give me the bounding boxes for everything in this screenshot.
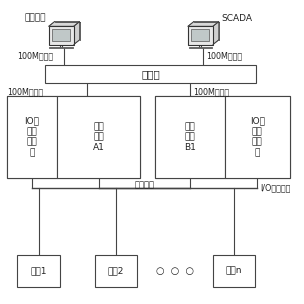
Bar bbox=[188, 47, 212, 48]
Text: 主控
制器
A1: 主控 制器 A1 bbox=[93, 122, 105, 152]
Text: 100M以太网: 100M以太网 bbox=[17, 52, 54, 61]
Text: 100M以太网: 100M以太网 bbox=[206, 52, 243, 61]
Text: IO通
信处
理模
件: IO通 信处 理模 件 bbox=[25, 117, 40, 157]
Text: 卡件1: 卡件1 bbox=[30, 266, 47, 275]
Bar bbox=[52, 29, 70, 40]
Text: 工程帅站: 工程帅站 bbox=[25, 13, 46, 22]
Polygon shape bbox=[188, 22, 219, 26]
Polygon shape bbox=[74, 22, 80, 45]
Bar bbox=[188, 26, 213, 45]
Bar bbox=[45, 65, 256, 83]
Bar bbox=[49, 47, 73, 48]
Text: 卡件n: 卡件n bbox=[226, 266, 242, 275]
Bar bbox=[192, 29, 209, 40]
Text: 冗余网络: 冗余网络 bbox=[134, 180, 154, 189]
Bar bbox=[49, 26, 74, 45]
Text: 辅控
制器
B1: 辅控 制器 B1 bbox=[184, 122, 196, 152]
Text: ○  ○  ○: ○ ○ ○ bbox=[156, 266, 194, 276]
Text: 卡件2: 卡件2 bbox=[108, 266, 124, 275]
Bar bbox=[155, 96, 225, 178]
Bar bbox=[7, 96, 57, 178]
Bar bbox=[7, 96, 140, 178]
Bar bbox=[57, 96, 140, 178]
Bar bbox=[17, 255, 60, 287]
Text: SCADA: SCADA bbox=[222, 14, 253, 23]
Text: I/O通讯网络: I/O通讯网络 bbox=[261, 184, 291, 193]
Text: 100M以太网: 100M以太网 bbox=[193, 88, 229, 97]
Polygon shape bbox=[49, 22, 80, 26]
Text: 100M以太网: 100M以太网 bbox=[7, 88, 43, 97]
Bar bbox=[155, 96, 290, 178]
Bar bbox=[212, 255, 255, 287]
Bar bbox=[95, 255, 137, 287]
Text: IO通
信处
理模
件: IO通 信处 理模 件 bbox=[250, 117, 265, 157]
Polygon shape bbox=[213, 22, 219, 45]
Bar bbox=[225, 96, 290, 178]
Text: 交换机: 交换机 bbox=[141, 69, 160, 79]
